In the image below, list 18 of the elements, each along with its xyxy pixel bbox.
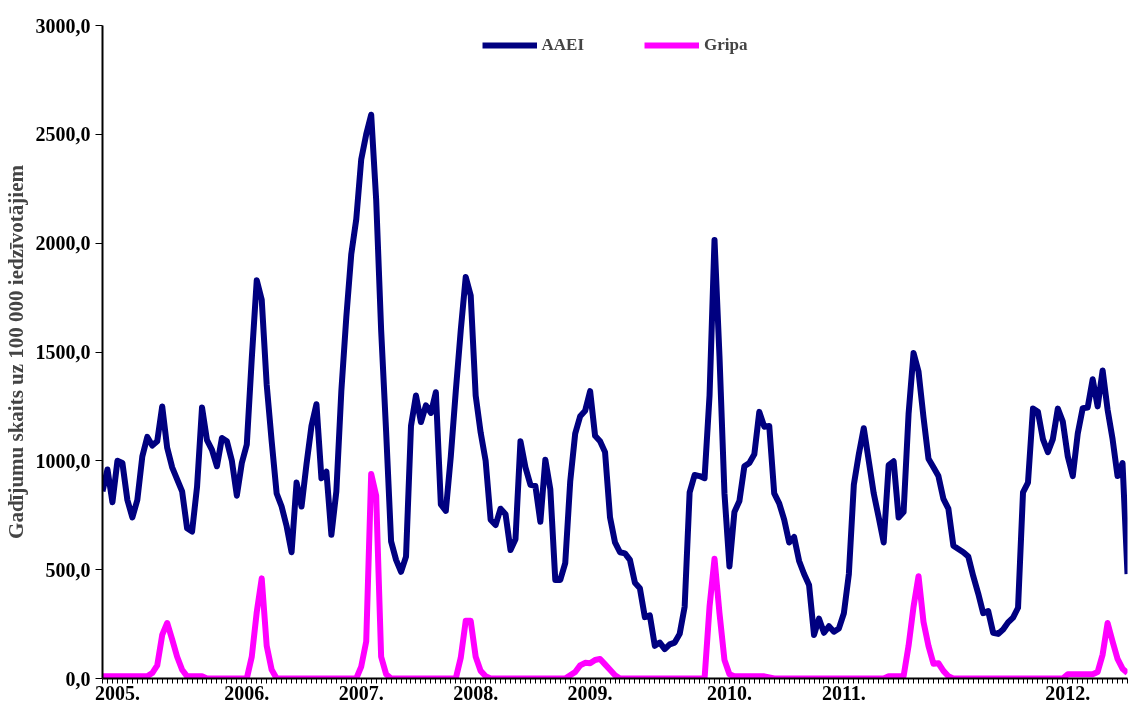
y-tick-label: 2500,0 bbox=[35, 123, 91, 146]
y-tick-label: 2000,0 bbox=[35, 232, 91, 255]
x-tick-label: 2007. bbox=[338, 681, 384, 704]
y-tick-label: 3000,0 bbox=[35, 14, 91, 37]
x-tick-label: 2008. bbox=[453, 681, 499, 704]
y-tick-label: 0,0 bbox=[65, 667, 91, 690]
x-tick-label: 2009. bbox=[567, 681, 613, 704]
x-tick-label: 2005. bbox=[94, 681, 140, 704]
y-axis-title: Gadījumu skaits uz 100 000 iedzīvotājiem bbox=[3, 164, 28, 539]
y-tick-label: 1000,0 bbox=[35, 449, 91, 472]
x-tick-label: 2011. bbox=[821, 681, 866, 704]
legend-label: Gripa bbox=[704, 35, 748, 55]
y-tick-label: 500,0 bbox=[45, 558, 91, 581]
x-tick-label: 2010. bbox=[706, 681, 752, 704]
x-tick-label: 2006. bbox=[224, 681, 270, 704]
y-tick-label: 1500,0 bbox=[35, 341, 91, 363]
legend-label: AAEI bbox=[541, 35, 585, 55]
x-tick-label: 2012. bbox=[1045, 681, 1091, 704]
